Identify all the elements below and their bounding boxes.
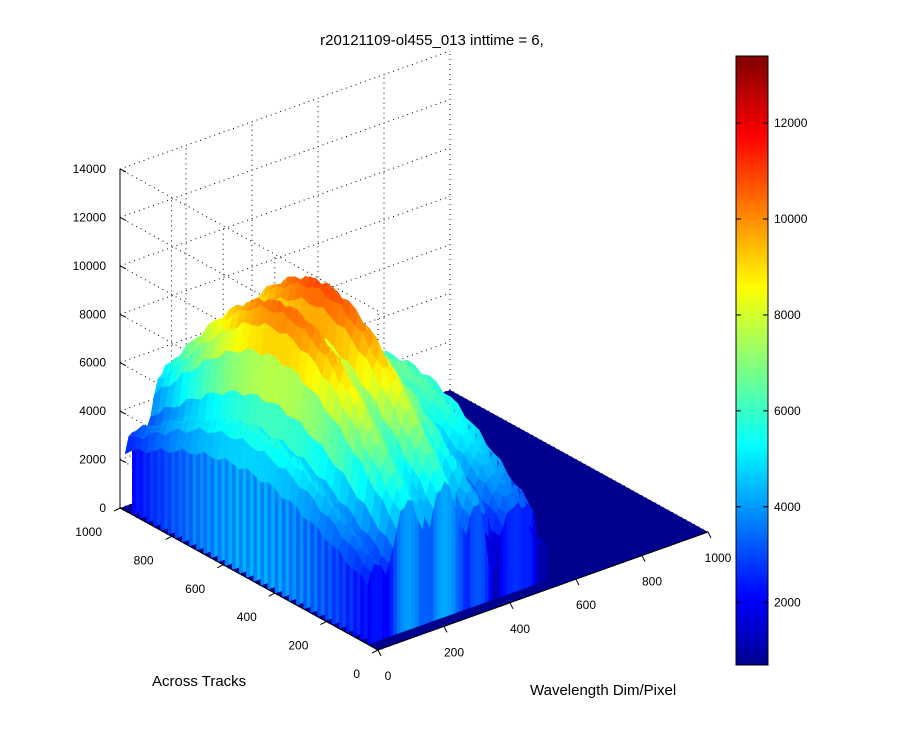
surface-patch: [393, 529, 398, 636]
surface-patch: [389, 547, 394, 637]
surface-patch: [374, 563, 379, 643]
surface-patch: [514, 501, 519, 593]
surface-patch: [451, 487, 456, 615]
y-tick-label: 0: [353, 667, 360, 681]
surface-patch: [448, 484, 453, 616]
surface-patch: [385, 562, 390, 639]
z-tick-label: 10000: [73, 259, 107, 273]
colorbar-tick-label: 6000: [774, 404, 801, 418]
surface-patch: [378, 561, 383, 641]
x-tick-label: 600: [576, 598, 596, 612]
surface-patch: [400, 507, 405, 633]
x-tick-label: 400: [510, 622, 530, 636]
surface-patch: [404, 499, 409, 632]
surface-plot: [120, 275, 708, 650]
surface-patch: [371, 563, 376, 644]
surface-patch: [477, 499, 482, 606]
colorbar-tick-label: 12000: [774, 116, 808, 130]
z-tick-label: 8000: [79, 307, 106, 321]
y-tick-label: 1000: [75, 525, 102, 539]
colorbar-tick-label: 10000: [774, 212, 808, 226]
axes-frame: 0200400600800100002004006008001000020004…: [73, 162, 732, 683]
surface-patch: [521, 506, 526, 590]
z-tick-label: 14000: [73, 162, 107, 176]
surface-patch: [429, 508, 434, 623]
surface-patch: [440, 481, 445, 619]
chart-title: r20121109-ol455_013 inttime = 6,: [320, 32, 544, 49]
surface-patch: [396, 511, 401, 635]
z-tick-label: 6000: [79, 356, 106, 370]
z-tick-label: 4000: [79, 404, 106, 418]
surface-patch: [506, 509, 511, 595]
surface-patch: [510, 506, 515, 594]
y-axis-label: Across Tracks: [152, 673, 246, 690]
surface-patch: [433, 492, 438, 622]
surface-patch: [411, 500, 416, 629]
surface-patch: [499, 527, 504, 598]
x-tick-label: 0: [385, 669, 392, 683]
surface-patch: [473, 505, 478, 607]
x-tick-label: 200: [444, 645, 464, 659]
y-tick-label: 800: [134, 553, 154, 567]
colorbar-tick-label: 8000: [774, 308, 801, 322]
surface-patch: [139, 438, 144, 520]
colorbar: 2000 4000 6000 8000 10000 12000: [735, 55, 808, 666]
y-tick-label: 200: [288, 639, 308, 653]
y-tick-label: 600: [185, 582, 205, 596]
surface-patch: [470, 506, 475, 608]
surface-patch: [415, 505, 420, 628]
z-tick-label: 0: [99, 501, 106, 515]
z-tick-label: 2000: [79, 453, 106, 467]
surface-patch: [437, 490, 442, 620]
x-tick-label: 1000: [705, 551, 732, 565]
surface-patch: [517, 501, 522, 591]
colorbar-tick-label: 2000: [774, 596, 801, 610]
colorbar-tick-label: 4000: [774, 500, 801, 514]
y-tick-label: 400: [237, 610, 257, 624]
surface-patch: [407, 499, 412, 631]
z-tick-label: 12000: [73, 210, 107, 224]
colorbar-gradient: [735, 55, 769, 666]
surface-patch: [503, 513, 508, 597]
surface-patch: [444, 480, 449, 618]
surface-patch: [550, 551, 555, 580]
x-tick-label: 800: [642, 575, 662, 589]
x-axis-label: Wavelength Dim/Pixel: [530, 682, 676, 699]
